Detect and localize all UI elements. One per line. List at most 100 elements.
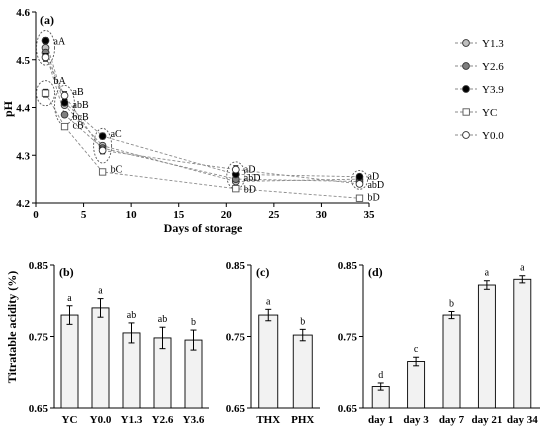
treatment-bar — [122, 332, 141, 409]
ph-series-line — [45, 52, 360, 182]
ph-group-ellipse — [93, 127, 113, 164]
ph-series-line — [45, 40, 360, 178]
ph-x-tick-label: 30 — [316, 209, 328, 221]
day-category-label: day 3 — [403, 414, 429, 426]
day-bar — [477, 284, 496, 409]
legend-label: Y2.6 — [482, 61, 504, 73]
ph-data-point — [60, 91, 69, 100]
ph-data-point — [98, 168, 107, 176]
ph-significance-label: aD — [367, 172, 379, 183]
legend-label: YC — [482, 107, 497, 119]
process-y-tick-label: 0.85 — [226, 260, 246, 272]
ph-data-point — [355, 194, 364, 202]
ph-significance-label: bC — [111, 165, 123, 176]
ph-significance-label: aC — [111, 129, 122, 140]
process-y-tick-label: 0.65 — [226, 403, 246, 415]
ph-y-tick-label: 4.2 — [16, 198, 30, 210]
ph-data-point — [232, 185, 240, 193]
treatment-y-tick-label: 0.75 — [29, 332, 49, 344]
day-bar — [442, 314, 461, 409]
legend-label: Y3.9 — [482, 84, 504, 96]
day-y-tick-label: 0.75 — [338, 332, 358, 344]
process-y-tick-label: 0.75 — [226, 332, 246, 344]
ph-significance-label: bD — [244, 185, 256, 196]
acidity-y-axis-title: Titratable acidity (%) — [5, 271, 19, 383]
treatment-panel-label: (b) — [59, 265, 74, 279]
ph-data-point — [231, 165, 240, 174]
treatment-significance-label: b — [191, 317, 196, 328]
ph-x-axis-title: Days of storage — [164, 221, 243, 235]
ph-series-line — [45, 47, 360, 182]
acidity-by-day-bar-chart: 0.65 0.75 0.85 (d) d day 1 c day 3 b day 7 a day 21… — [338, 260, 540, 426]
legend-marker — [462, 131, 470, 139]
ph-y-tick-label: 4.6 — [16, 7, 30, 19]
treatment-significance-label: a — [67, 293, 72, 304]
process-significance-label: a — [266, 296, 271, 307]
ph-significance-label: bA — [54, 76, 67, 87]
process-panel-label: (c) — [256, 265, 269, 279]
ph-data-point — [355, 172, 364, 181]
process-bar — [292, 334, 313, 409]
ph-line-chart: 0 5 10 15 20 25 30 354.24.34.44.54.6 aAbAaBabBb… — [1, 7, 504, 235]
legend-marker — [462, 39, 470, 47]
ph-data-point — [60, 98, 69, 107]
treatment-significance-label: ab — [158, 314, 167, 325]
process-bar — [258, 314, 279, 409]
ph-y-tick-label: 4.5 — [16, 55, 30, 67]
ph-significance-label: abD — [244, 173, 261, 184]
ph-group-ellipse — [54, 84, 75, 126]
treatment-bar — [91, 307, 110, 409]
ph-data-point — [98, 146, 107, 155]
ph-data-point — [60, 110, 69, 119]
treatment-category-label: YC — [62, 414, 78, 426]
ph-series-line — [45, 57, 360, 185]
day-bar — [407, 361, 426, 409]
ph-y-axis-title: pH — [1, 100, 15, 117]
day-y-tick-label: 0.85 — [338, 260, 358, 272]
day-significance-label: b — [449, 298, 454, 309]
ph-significance-label: aA — [54, 37, 66, 48]
ph-group-ellipse — [226, 161, 246, 190]
process-significance-label: b — [300, 316, 305, 327]
day-category-label: day 7 — [439, 414, 465, 426]
ph-data-point — [98, 132, 107, 141]
ph-significance-label: bD — [367, 192, 379, 203]
ph-x-tick-label: 10 — [126, 209, 138, 221]
process-category-label: PHX — [291, 414, 314, 426]
legend-label: Y1.3 — [482, 38, 504, 50]
treatment-category-label: Y0.0 — [90, 414, 112, 426]
ph-significance-label: bcB — [73, 112, 89, 123]
treatment-significance-label: ab — [127, 310, 136, 321]
ph-x-tick-label: 35 — [364, 209, 376, 221]
ph-group-ellipse — [351, 169, 368, 190]
ph-data-point — [41, 53, 50, 62]
ph-significance-label: aB — [73, 87, 84, 98]
ph-significance-label: abB — [73, 100, 89, 111]
ph-x-tick-label: 15 — [173, 209, 185, 221]
treatment-y-tick-label: 0.85 — [29, 260, 49, 272]
acidity-by-process-bar-chart: 0.65 0.75 0.85 (c) a THX b PHX — [226, 260, 320, 426]
treatment-y-tick-label: 0.65 — [29, 403, 49, 415]
legend-marker — [462, 108, 470, 116]
ph-x-tick-label: 20 — [221, 209, 233, 221]
ph-significance-label: aD — [244, 165, 256, 176]
day-panel-label: (d) — [368, 265, 383, 279]
day-category-label: day 34 — [507, 414, 538, 426]
day-category-label: day 1 — [368, 414, 393, 426]
ph-data-point — [41, 89, 50, 97]
day-significance-label: d — [378, 370, 383, 381]
day-category-label: day 21 — [471, 414, 502, 426]
day-bar — [513, 278, 532, 409]
day-significance-label: a — [520, 263, 525, 274]
day-y-tick-label: 0.65 — [338, 403, 358, 415]
treatment-significance-label: a — [98, 286, 103, 297]
treatment-category-label: Y3.6 — [183, 414, 205, 426]
treatment-category-label: Y1.3 — [121, 414, 143, 426]
ph-significance-label: cB — [73, 121, 84, 132]
ph-y-tick-label: 4.3 — [16, 150, 30, 162]
ph-y-tick-label: 4.4 — [16, 103, 30, 115]
legend-label: Y0.0 — [482, 130, 504, 142]
legend-marker — [462, 62, 470, 70]
ph-significance-label: abD — [367, 180, 384, 191]
